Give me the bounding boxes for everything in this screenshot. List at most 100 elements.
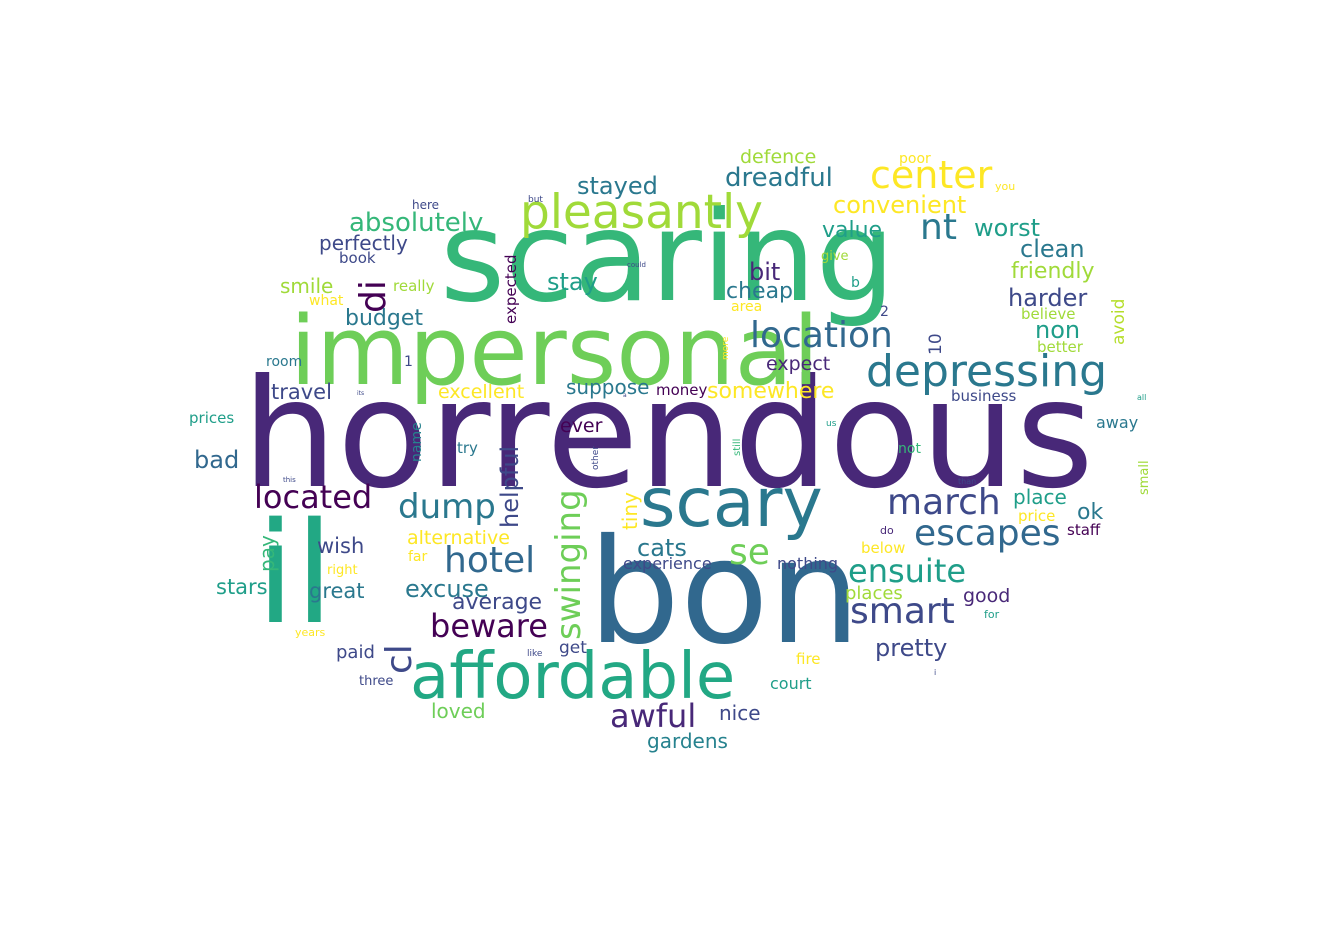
word-48: somewhere: [707, 379, 835, 404]
word-2: scaring: [440, 185, 896, 330]
word-107: for: [984, 608, 1000, 621]
word-40: stay: [547, 268, 598, 296]
word-74: three: [359, 674, 394, 689]
word-77: better: [1037, 338, 1083, 356]
word-71: fire: [796, 650, 821, 668]
word-68: experience: [623, 554, 712, 573]
word-65: gardens: [647, 729, 728, 753]
word-18: dump: [398, 487, 496, 527]
word-38: budget: [345, 306, 423, 331]
word-82: price: [1018, 507, 1056, 525]
word-113: could: [627, 261, 646, 269]
word-97: poor: [899, 151, 931, 167]
word-8: pleasantly: [520, 185, 763, 240]
word-64: nice: [719, 701, 761, 725]
word-120: a: [623, 392, 627, 399]
word-41: cats: [637, 534, 687, 562]
word-94: far: [408, 549, 428, 565]
word-73: paid: [336, 642, 375, 663]
word-47: place: [1013, 485, 1067, 509]
word-89: what: [309, 293, 344, 309]
word-95: right: [327, 563, 358, 578]
word-43: cheap: [726, 279, 794, 304]
word-90: room: [266, 354, 303, 370]
word-115: all: [1137, 393, 1147, 402]
word-19: swinging: [549, 489, 589, 640]
word-99: you: [995, 180, 1016, 193]
word-58: defence: [740, 146, 817, 168]
word-66: good: [963, 585, 1011, 607]
word-88: really: [393, 277, 435, 295]
word-44: value: [822, 218, 883, 243]
word-55: bad: [194, 446, 240, 474]
word-93: try: [457, 439, 478, 457]
word-54: stars: [216, 575, 268, 599]
word-16: ensuite: [848, 552, 967, 590]
word-109: still: [732, 438, 743, 456]
word-118: this: [283, 476, 296, 484]
word-25: cl: [379, 644, 420, 674]
word-26: absolutely: [349, 208, 484, 238]
word-29: convenient: [833, 191, 967, 219]
word-52: wish: [317, 534, 365, 558]
word-49: excellent: [438, 381, 525, 403]
word-62: pay: [255, 535, 279, 572]
word-116: its: [357, 390, 365, 397]
word-105: 1: [404, 354, 413, 370]
word-39: perfectly: [319, 231, 408, 255]
word-30: worst: [974, 214, 1041, 242]
word-15: smart: [850, 591, 955, 632]
word-36: harder: [1008, 284, 1088, 312]
word-17: located: [254, 478, 373, 516]
word-33: excuse: [405, 575, 489, 603]
word-4: il: [256, 493, 334, 656]
word-86: expected: [502, 254, 520, 324]
word-80: away: [1096, 413, 1139, 432]
word-112: but: [528, 195, 543, 205]
word-3: bon: [588, 508, 861, 677]
word-72: get: [559, 638, 587, 658]
word-50: suppose: [566, 375, 650, 399]
word-76: avoid: [1109, 298, 1129, 345]
word-59: expect: [766, 353, 831, 375]
word-1: horrendous: [242, 348, 1094, 522]
word-91: prices: [189, 409, 235, 427]
word-102: give: [821, 249, 849, 264]
word-83: below: [861, 539, 906, 557]
word-20: beware: [430, 607, 548, 645]
word-111: like: [527, 649, 543, 659]
word-56: travel: [271, 380, 332, 404]
word-45: friendly: [1011, 259, 1095, 284]
word-70: court: [770, 674, 812, 693]
word-34: average: [452, 590, 543, 615]
word-87: book: [339, 249, 376, 267]
word-14: march: [887, 482, 1001, 523]
word-53: great: [309, 579, 365, 603]
word-9: depressing: [866, 346, 1108, 397]
word-24: se: [729, 532, 770, 573]
word-75: 10: [926, 333, 946, 355]
word-79: business: [951, 387, 1017, 405]
word-67: places: [845, 583, 903, 604]
word-13: escapes: [914, 513, 1061, 554]
word-12: hotel: [444, 540, 536, 581]
word-6: scary: [640, 464, 823, 543]
word-85: area: [731, 299, 763, 315]
word-37: non: [1035, 316, 1081, 344]
word-92: name: [409, 422, 425, 462]
word-84: money: [656, 381, 708, 399]
word-28: stayed: [577, 172, 658, 200]
word-104: 2: [880, 304, 889, 320]
word-81: staff: [1067, 521, 1101, 539]
word-10: center: [870, 153, 993, 197]
word-60: ever: [560, 415, 603, 437]
word-35: pretty: [875, 634, 948, 662]
word-46: ok: [1077, 500, 1104, 525]
word-78: believe: [1021, 305, 1076, 323]
word-63: loved: [431, 699, 486, 723]
word-42: bit: [749, 258, 781, 286]
word-5: impersonal: [290, 297, 820, 407]
word-32: helpful: [496, 445, 524, 528]
word-51: alternative: [407, 527, 510, 549]
word-7: affordable: [410, 640, 736, 714]
